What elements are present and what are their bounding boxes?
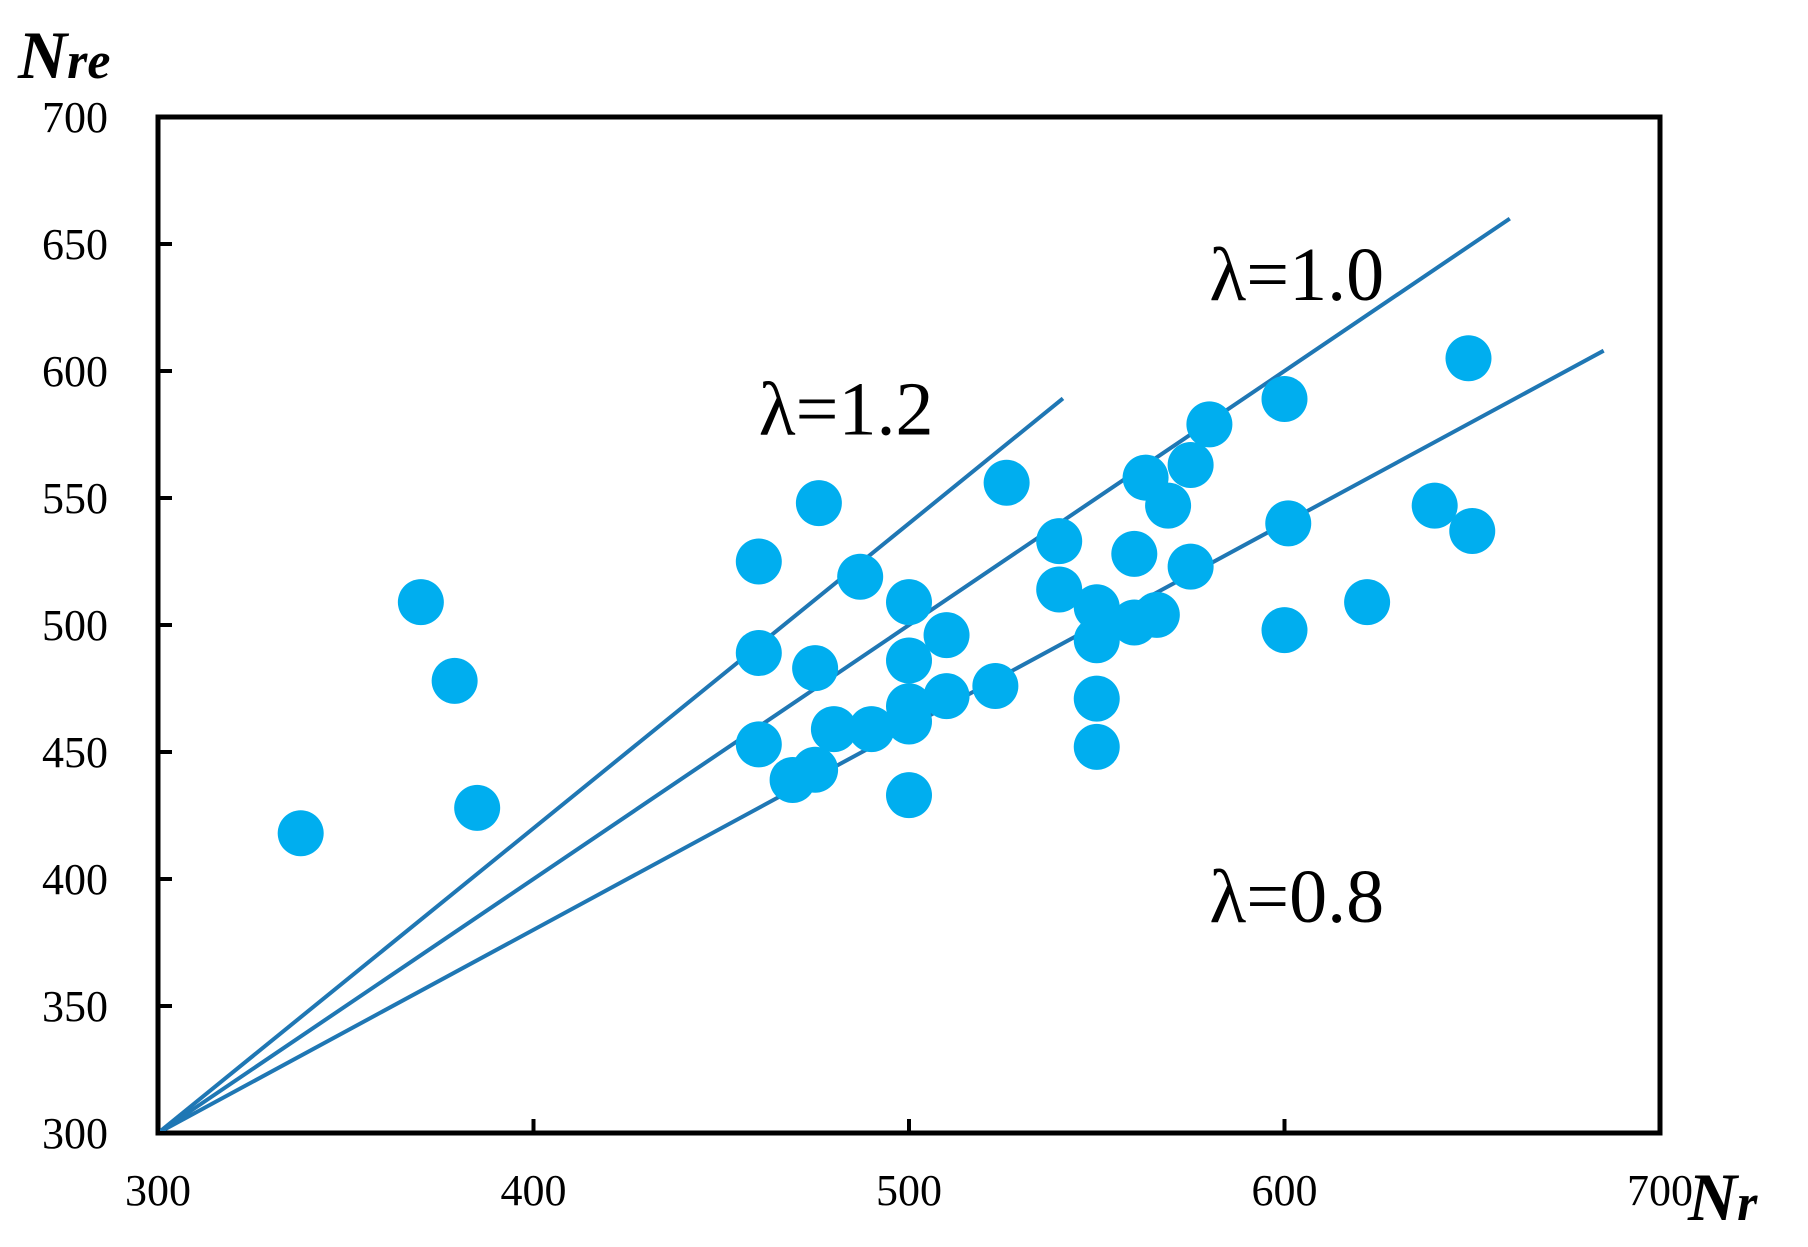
data-point-1 (397, 579, 444, 626)
x-tick-label-2: 500 (876, 1166, 942, 1215)
data-point-43 (1449, 508, 1496, 555)
x-axis-title-main: N (1687, 1159, 1740, 1235)
data-point-29 (1111, 530, 1158, 577)
y-axis-title-sub: re (67, 33, 110, 90)
x-axis-ticks: 300 400 500 600 700 (125, 1119, 1693, 1215)
data-point-8 (792, 746, 839, 793)
y-axis-title-main: N (17, 17, 70, 93)
data-point-19 (923, 612, 970, 659)
data-point-42 (1445, 335, 1492, 382)
reference-line-labels: λ=1.2 λ=1.0 λ=0.8 (759, 233, 1384, 939)
data-point-5 (735, 629, 782, 676)
data-point-11 (810, 706, 857, 753)
data-point-0 (277, 810, 324, 857)
x-tick-label-1: 400 (501, 1166, 567, 1215)
y-tick-label-4: 500 (42, 601, 108, 650)
x-axis-title: Nr (1687, 1159, 1758, 1235)
reference-line-label-0: λ=1.2 (759, 368, 934, 452)
data-point-16 (886, 683, 932, 730)
data-point-10 (795, 480, 842, 527)
y-tick-label-6: 600 (42, 347, 108, 396)
y-axis-title: Nre (17, 17, 110, 93)
data-point-22 (983, 459, 1030, 506)
data-point-32 (1133, 591, 1180, 638)
reference-line-label-1: λ=1.0 (1209, 233, 1384, 317)
data-point-37 (1261, 375, 1308, 422)
data-point-33 (1145, 482, 1192, 529)
x-tick-label-4: 700 (1627, 1166, 1693, 1215)
data-point-39 (1261, 607, 1308, 654)
data-point-3 (454, 784, 501, 831)
data-point-2 (431, 657, 478, 704)
data-point-14 (886, 772, 932, 819)
data-point-17 (886, 637, 932, 684)
data-point-24 (1036, 566, 1083, 613)
y-tick-label-1: 350 (42, 982, 108, 1031)
data-point-38 (1265, 500, 1312, 547)
data-point-36 (1186, 401, 1233, 448)
data-points (277, 335, 1496, 857)
reference-lines (156, 216, 1605, 1135)
data-point-23 (1036, 518, 1083, 565)
y-tick-label-3: 450 (42, 728, 108, 777)
data-point-28 (1073, 723, 1120, 770)
y-tick-label-8: 700 (42, 93, 108, 142)
data-point-12 (837, 553, 884, 600)
data-point-20 (923, 673, 970, 720)
data-point-35 (1167, 543, 1214, 590)
data-point-18 (886, 579, 932, 626)
reference-line-label-2: λ=0.8 (1209, 855, 1384, 939)
y-tick-label-0: 300 (42, 1109, 108, 1158)
x-axis-title-sub: r (1737, 1175, 1758, 1232)
data-point-21 (972, 662, 1019, 709)
x-tick-label-0: 300 (125, 1166, 191, 1215)
y-tick-label-7: 650 (42, 220, 108, 269)
y-tick-label-2: 400 (42, 855, 108, 904)
data-point-34 (1167, 441, 1214, 488)
data-point-26 (1073, 617, 1120, 664)
y-axis-ticks: 300 350 400 450 500 550 600 650 700 (42, 93, 172, 1158)
data-point-25 (1073, 584, 1120, 631)
x-tick-label-3: 600 (1252, 1166, 1318, 1215)
data-point-9 (792, 645, 839, 692)
data-point-40 (1344, 579, 1391, 626)
y-tick-label-5: 550 (42, 474, 108, 523)
data-point-13 (848, 706, 895, 753)
reference-line-0 (156, 396, 1065, 1135)
data-point-41 (1411, 482, 1458, 529)
data-point-6 (735, 721, 782, 768)
data-point-27 (1073, 675, 1120, 722)
data-point-4 (735, 538, 782, 585)
